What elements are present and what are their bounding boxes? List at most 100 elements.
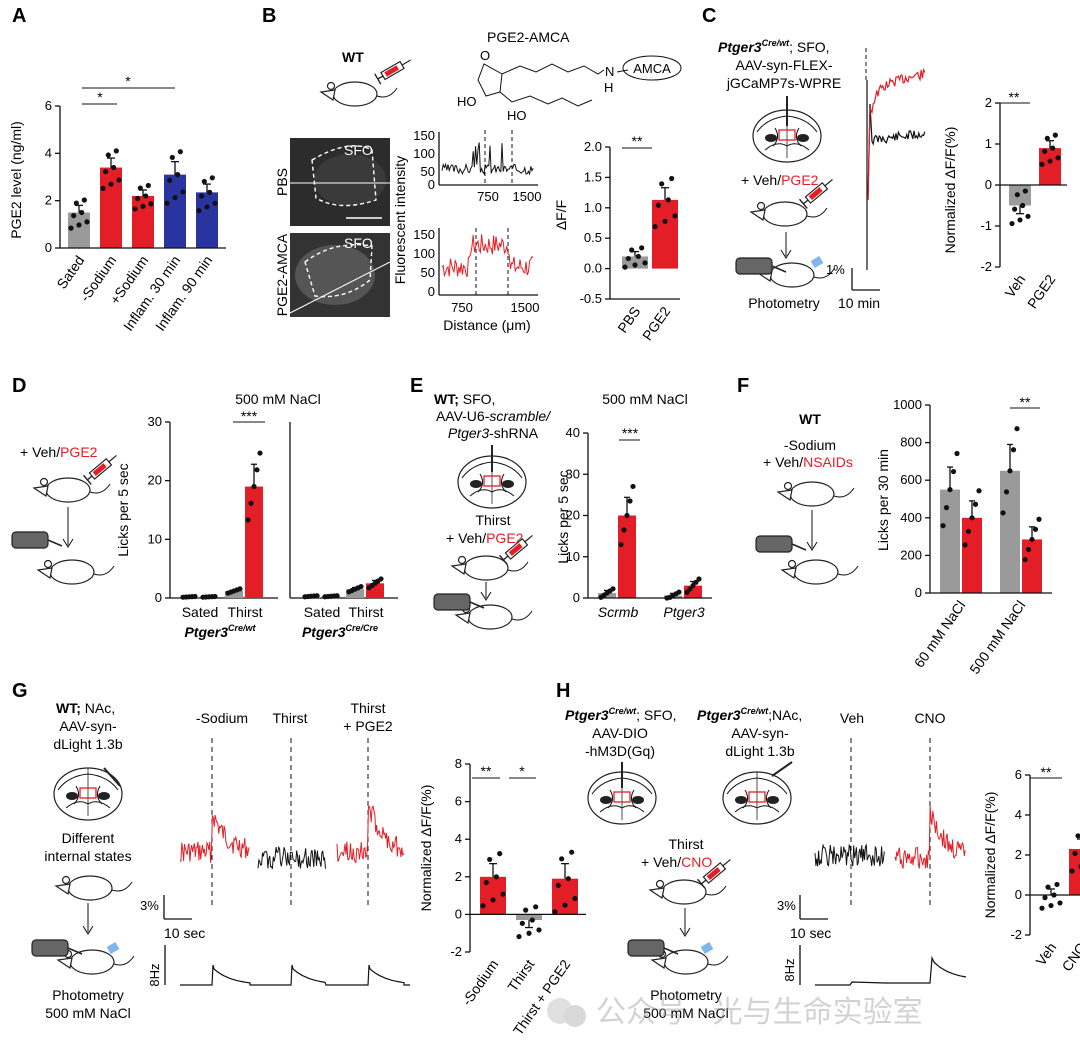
svg-text:Ptger3Cre/wt;NAc,: Ptger3Cre/wt;NAc, <box>697 706 802 723</box>
trace-xlabel: Distance (μm) <box>443 317 530 333</box>
bar-point-dot <box>1042 148 1048 154</box>
panel-c-scale-x: 10 min <box>838 295 880 311</box>
panel-g-states-1: Different <box>62 830 115 846</box>
chart-e-y-tick-label: 40 <box>566 425 580 440</box>
chart-d-y-tick-label: 0 <box>155 590 162 605</box>
trace-pge2-amca <box>441 234 534 278</box>
bar-nsaids-1 <box>1022 539 1042 593</box>
bar-inflam-30-min <box>164 174 186 248</box>
bar-point-dot <box>196 208 202 214</box>
panel-f-letter: F <box>737 375 749 397</box>
panel-g-scale-x: 10 sec <box>164 925 205 941</box>
panel-h-cond-cno: CNO <box>914 710 945 726</box>
bar-point-dot <box>490 897 496 903</box>
panel-b-wt: WT <box>342 49 364 65</box>
chart-e-y-tick-label: 10 <box>566 549 580 564</box>
chart-g-y-tick-label: 8 <box>455 756 462 771</box>
bar-point-dot <box>569 849 575 855</box>
chart-d-y-tick-label: 20 <box>148 473 162 488</box>
svg-text:1500: 1500 <box>513 189 542 204</box>
bar-point-dot <box>630 483 636 490</box>
bar-point-dot <box>572 895 578 902</box>
panel-h-virus-r2: AAV-syn- <box>731 725 789 741</box>
panel-a-sig-1: * <box>97 89 103 105</box>
panel-g-letter: G <box>12 680 28 702</box>
pge2-amca-structure: PGE2-AMCA O N H AMCA HO HO <box>457 29 682 123</box>
panel-h-virus-r3: dLight 1.3b <box>725 743 794 759</box>
bar-point-dot <box>696 576 702 582</box>
svg-text:0: 0 <box>428 177 435 192</box>
bar-point-dot <box>143 193 149 199</box>
bar-point-dot <box>148 201 154 207</box>
panel-g-mouse-2 <box>57 949 135 975</box>
bar-point-dot <box>1022 556 1028 563</box>
bar-point-dot <box>669 175 675 182</box>
panel-e-ylabel: Licks per 5 sec <box>555 470 571 563</box>
panel-f-sig: ** <box>1020 394 1031 410</box>
bar-point-dot <box>642 260 648 266</box>
bar-point-dot <box>940 523 946 529</box>
pge2-amca-row-label: PGE2-AMCA <box>274 233 290 316</box>
chart-b-y-tick-label: 0.0 <box>584 261 602 276</box>
svg-text:1500: 1500 <box>511 300 540 315</box>
bar-point-dot <box>1032 526 1039 532</box>
chart-c-y-tick-label: -2 <box>980 259 992 274</box>
bar-veh-1 <box>225 590 243 598</box>
firing-rate-traces <box>180 964 410 986</box>
bar-point-dot <box>1045 884 1051 890</box>
bar-point-dot <box>76 222 82 228</box>
panel-f-bottle <box>755 535 807 553</box>
bar-point-dot <box>1014 192 1020 198</box>
bar-point-dot <box>199 193 205 199</box>
chart-e-y-tick-label: 20 <box>566 508 580 523</box>
panel-e-thirst: Thirst <box>476 512 511 528</box>
bar-point-dot <box>251 483 257 490</box>
svg-text:Ptger3Cre/wt; SFO,: Ptger3Cre/wt; SFO, <box>718 38 830 55</box>
bar-nsaids-0 <box>962 517 982 593</box>
bar-point-dot <box>108 181 114 187</box>
photometry-trace-veh <box>867 103 926 201</box>
x-category-label: Thirst <box>504 956 537 994</box>
panel-h: H Ptger3Cre/wt; SFO, AAV-DIO -hM3D(Gq) P… <box>556 680 1080 1021</box>
panel-g-scale-y: 3% <box>140 898 159 913</box>
bar-point-dot <box>500 891 506 897</box>
bar-point-dot <box>212 200 218 206</box>
panel-f: F WT -Sodium + Veh/NSAIDs Licks per 30 m… <box>737 375 1052 677</box>
panel-c-scale-y: 1% <box>826 262 845 277</box>
chart-h-y-tick-label: 0 <box>1015 887 1022 902</box>
bar-point-dot <box>1009 220 1015 227</box>
bar-point-dot <box>627 498 633 504</box>
svg-text:+ Veh/PGE2: + Veh/PGE2 <box>741 172 819 188</box>
compound-name: PGE2-AMCA <box>487 29 570 45</box>
bar-point-dot <box>1007 468 1013 474</box>
bar-point-dot <box>962 542 968 548</box>
pbs-row-label: PBS <box>274 168 290 196</box>
bar-point-dot <box>480 903 486 909</box>
bar-cno <box>1069 849 1080 895</box>
panel-b-letter: B <box>262 5 276 27</box>
chart-g-y-tick-label: 2 <box>455 869 462 884</box>
bar-point-dot <box>81 197 87 203</box>
panel-d-mouse-2 <box>37 559 115 585</box>
bar-point-dot <box>516 933 522 940</box>
chart-c-y-tick-label: -1 <box>980 218 992 233</box>
bar-point-dot <box>1000 510 1006 516</box>
svg-text:50: 50 <box>421 164 435 179</box>
bar-point-dot <box>622 264 628 270</box>
panel-d-title: 500 mM NaCl <box>235 391 321 407</box>
x-category-label: Thirst <box>228 604 263 620</box>
bar-point-dot <box>1055 155 1061 161</box>
panel-c-letter: C <box>702 5 716 27</box>
bar-point-dot <box>632 262 638 268</box>
chart-h-y-tick-label: 2 <box>1015 847 1022 862</box>
dlight-trace-thirst-pge2 <box>336 804 405 864</box>
bar-point-dot <box>164 200 170 206</box>
bar-point-dot <box>140 203 146 209</box>
chart-e-y-tick-label: 0 <box>573 590 580 605</box>
chart-e-y-tick-label: 30 <box>566 466 580 481</box>
bar-pge2 <box>652 199 678 269</box>
bar-point-dot <box>665 197 671 203</box>
panel-b-bar-ylabel: ΔF/F <box>553 200 569 230</box>
x-category-label: -Sodium <box>458 957 501 1009</box>
bar-point-dot <box>212 593 218 600</box>
